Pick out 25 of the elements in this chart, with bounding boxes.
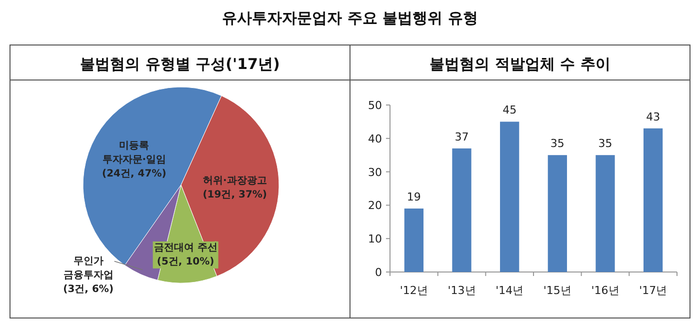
x-tick: '14년	[496, 284, 524, 297]
data-label: 19	[406, 190, 421, 204]
x-tick: '13년	[448, 284, 476, 297]
x-tick: '17년	[639, 284, 668, 297]
x-tick: '16년	[591, 284, 620, 297]
data-label: 미등록 투자자문·일임 (24건, 47%)	[102, 140, 166, 180]
y-tick: 50	[368, 99, 382, 112]
y-tick: 20	[368, 199, 382, 212]
data-label: 35	[598, 137, 612, 150]
y-tick: 10	[368, 232, 382, 246]
data-label: 37	[454, 130, 469, 144]
data-label: 35	[550, 137, 564, 150]
data-label: 허위·과장광고 (19건, 37%)	[202, 175, 268, 200]
x-tick: '12년	[400, 284, 428, 297]
x-tick: '15년	[543, 284, 572, 297]
y-tick: 40	[368, 132, 382, 146]
data-label: 금전대여 주선 (5건, 10%)	[154, 242, 218, 268]
y-tick: 30	[368, 166, 382, 179]
data-label: 43	[646, 110, 660, 124]
data-label: 45	[502, 104, 517, 117]
data-label: 무인가 금융투자업 (3건, 6%)	[63, 256, 114, 296]
annotation: 유사투자자문업자 주요 불법행위 유형	[222, 9, 478, 27]
title: 불법혐의 유형별 구성('17년)	[80, 55, 280, 73]
y-tick: 0	[375, 266, 382, 279]
title: 불법혐의 적발업체 수 추이	[430, 55, 610, 73]
